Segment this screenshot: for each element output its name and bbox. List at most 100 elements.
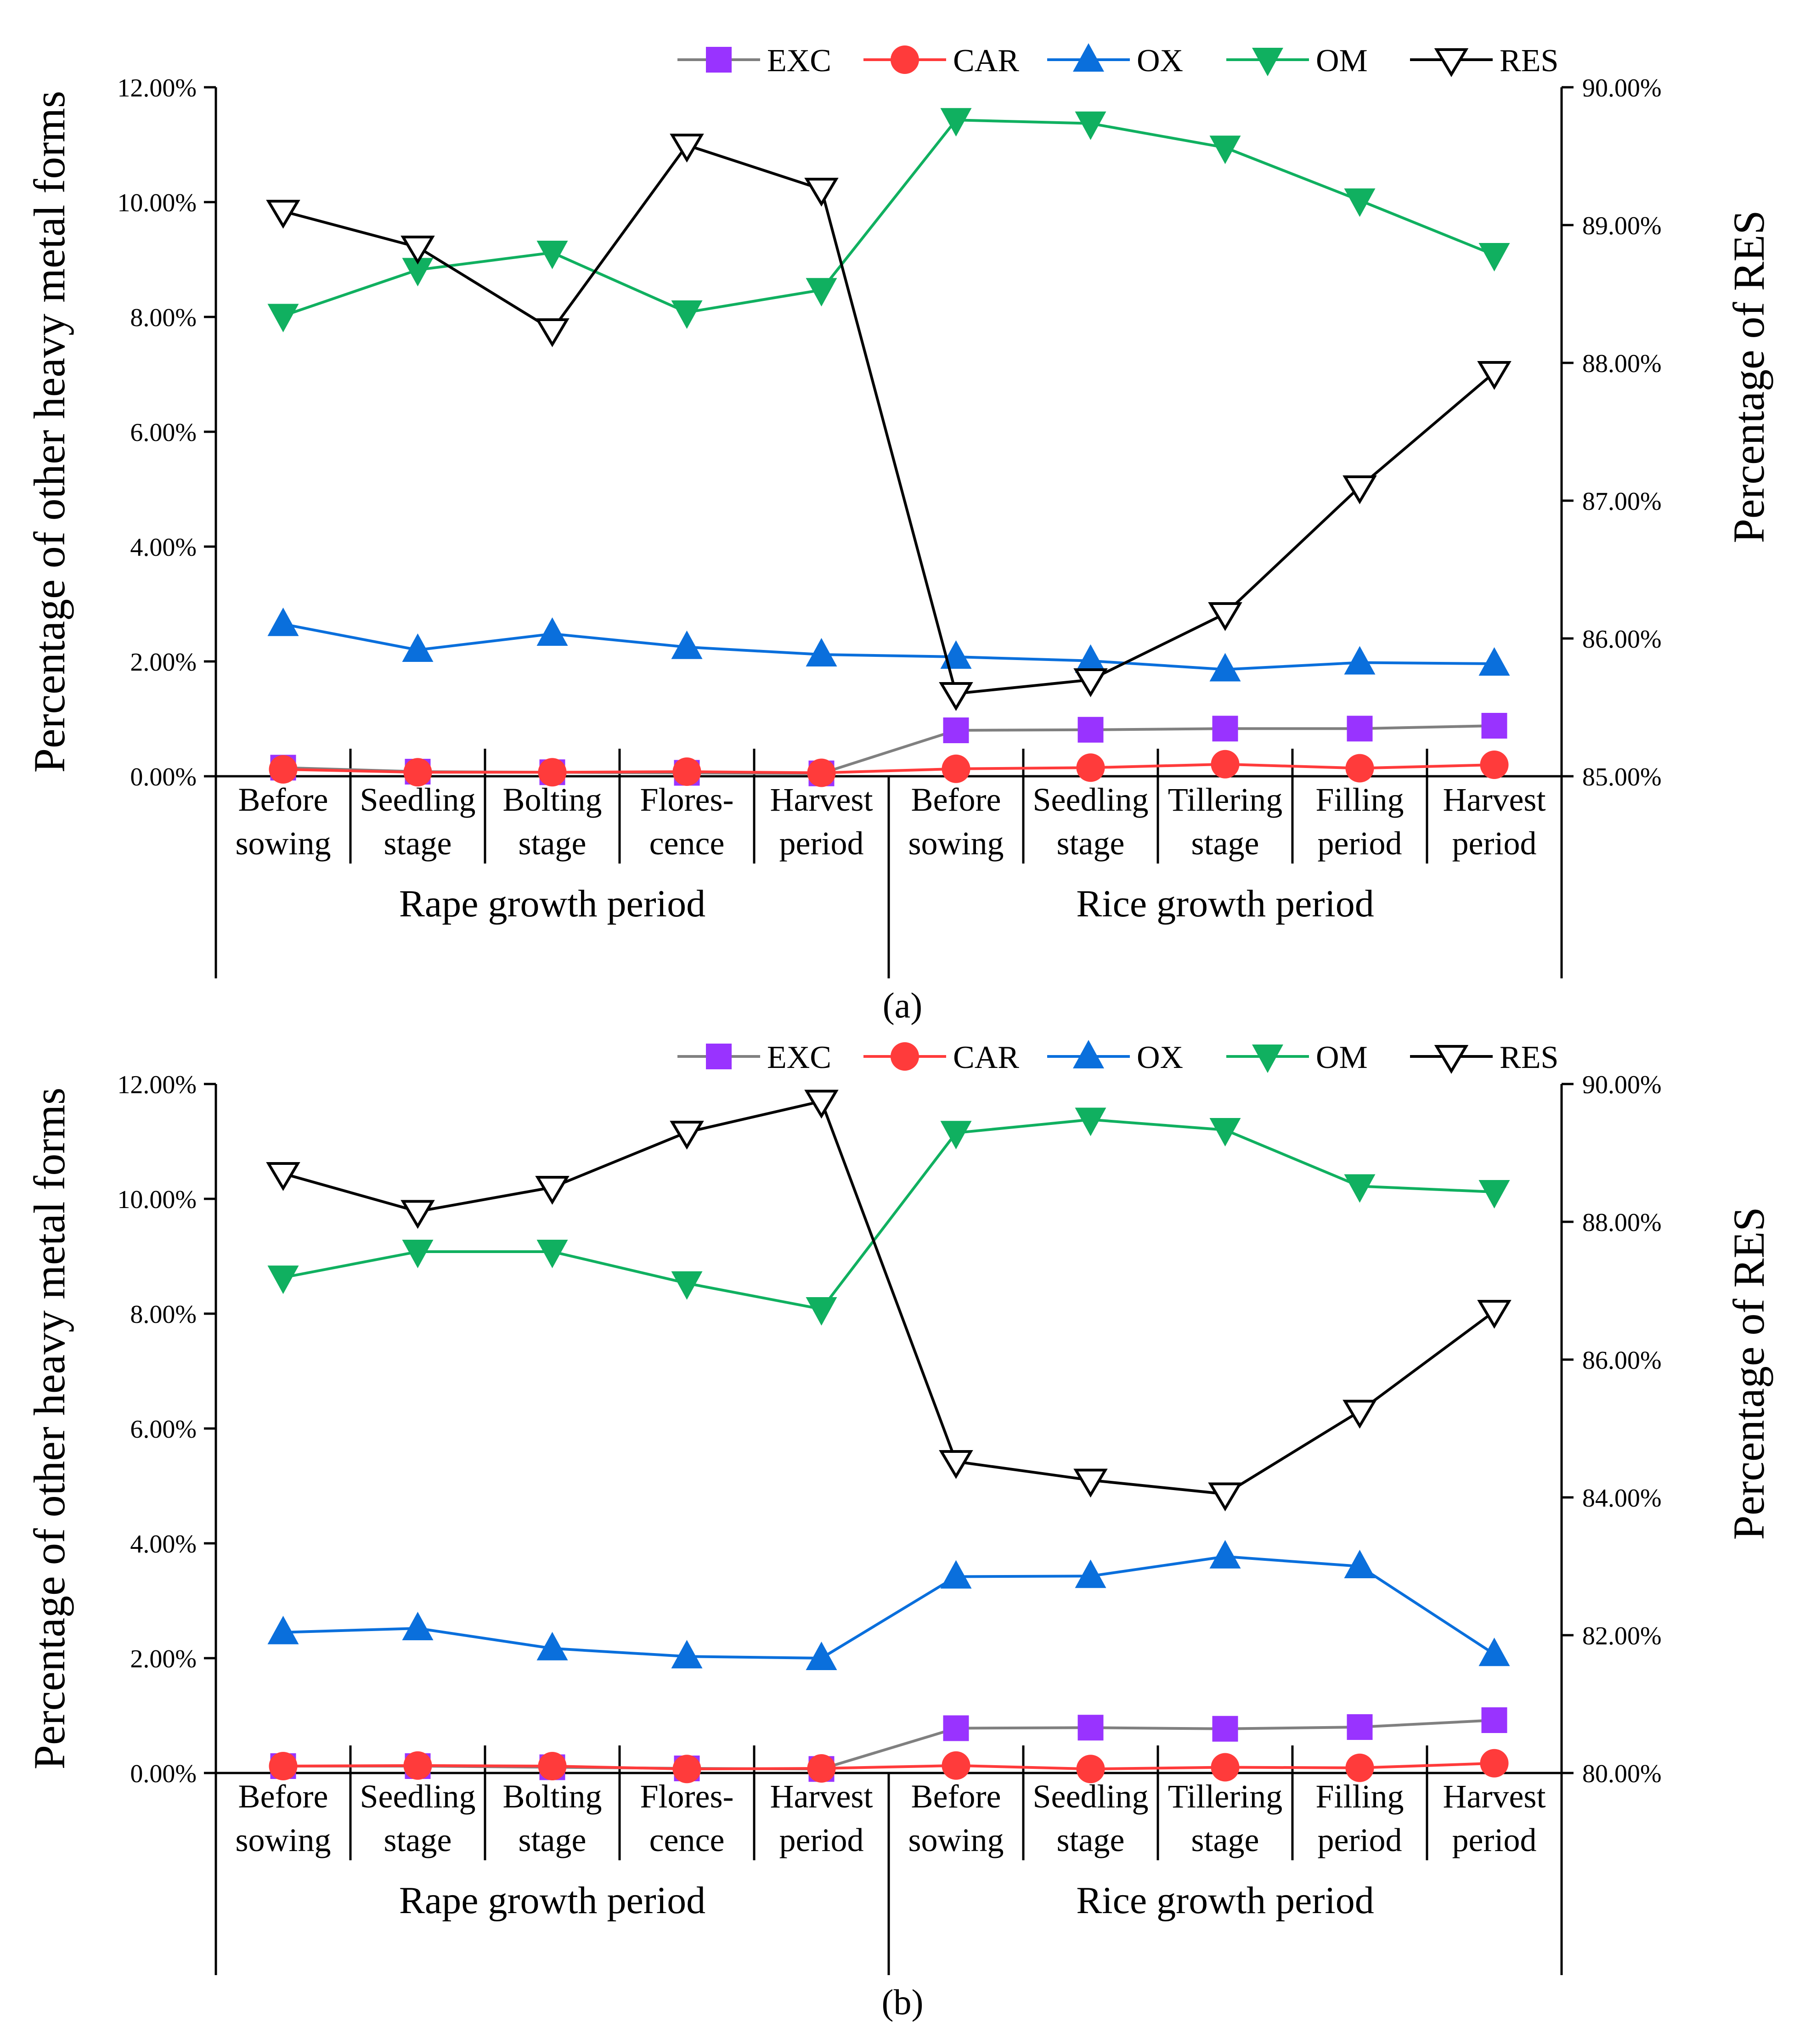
x-category-label: Bolting — [502, 1778, 602, 1815]
data-point — [1209, 1118, 1241, 1146]
series-line — [283, 1555, 1495, 1660]
data-point — [1075, 1559, 1106, 1588]
data-point — [1076, 1755, 1105, 1784]
data-point — [402, 633, 434, 662]
data-point — [266, 200, 300, 229]
legend-label: CAR — [953, 43, 1019, 79]
data-point — [1342, 1400, 1377, 1429]
x-category-label: period — [1452, 1822, 1537, 1858]
y-tick-label: 6.00% — [130, 418, 197, 447]
x-category-label: Harvest — [770, 1778, 873, 1815]
x-category-label: stage — [519, 1822, 587, 1858]
series-om — [267, 1107, 1510, 1326]
group-label: Rape growth period — [399, 1879, 705, 1922]
data-point — [671, 300, 703, 329]
legend-marker — [891, 45, 919, 74]
legend-label: OX — [1137, 43, 1183, 79]
data-point — [1208, 602, 1242, 631]
x-category-label: period — [1318, 825, 1402, 862]
data-point — [1075, 111, 1106, 140]
legend-item-exc: EXC — [677, 1040, 831, 1075]
data-point — [671, 1640, 703, 1669]
x-category-label: Filling — [1315, 1778, 1404, 1815]
x-category-label: cence — [649, 1822, 725, 1858]
legend-marker — [1252, 48, 1283, 76]
legend-item-ox: OX — [1047, 1040, 1183, 1075]
data-point — [538, 758, 567, 787]
series-line — [282, 622, 1495, 671]
x-category-label: sowing — [908, 1822, 1004, 1858]
series-ox — [267, 607, 1510, 682]
x-category-label: period — [779, 825, 864, 862]
y-tick-label: 10.00% — [117, 189, 197, 217]
legend-label: EXC — [767, 43, 831, 79]
data-point — [672, 757, 701, 786]
y2-tick-label: 89.00% — [1582, 212, 1662, 240]
data-point — [403, 758, 432, 787]
chart-panel-a: 0.00% 2.00% 4.00% 6.00% 8.00% 10.00% 12.00% 85.… — [25, 43, 1773, 978]
data-point — [538, 1752, 567, 1780]
data-point — [1075, 1107, 1106, 1136]
y-tick-label: 2.00% — [130, 648, 197, 677]
legend-label: RES — [1500, 1040, 1558, 1075]
series-res — [266, 134, 1512, 711]
data-point — [1212, 1716, 1238, 1742]
data-point — [1477, 1300, 1512, 1329]
x-category-label: sowing — [235, 825, 331, 862]
y-tick-label: 4.00% — [130, 1530, 197, 1558]
data-point — [940, 108, 972, 137]
data-point — [266, 1162, 300, 1191]
legend-item-car: CAR — [863, 1040, 1019, 1075]
data-point — [1209, 136, 1241, 164]
data-point — [671, 630, 703, 659]
series-line — [282, 1118, 1495, 1311]
data-point — [807, 1754, 836, 1783]
series-car — [269, 1749, 1509, 1784]
data-point — [1077, 717, 1104, 743]
data-point — [943, 717, 969, 743]
data-point — [536, 241, 568, 269]
panel-label-b: (b) — [882, 1982, 924, 2022]
data-point — [943, 1715, 969, 1741]
group-label: Rice growth period — [1076, 882, 1374, 925]
legend-item-res: RES — [1410, 43, 1558, 79]
data-point — [1344, 188, 1376, 217]
chart-panel-b: 0.00% 2.00% 4.00% 6.00% 8.00% 10.00% 12.00% 80.… — [25, 1040, 1773, 1975]
y-tick-label: 12.00% — [117, 1071, 197, 1099]
y2-tick-label: 86.00% — [1582, 1346, 1662, 1375]
data-point — [1480, 1749, 1509, 1778]
y2-axis-title: Percentage of RES — [1724, 210, 1773, 543]
x-category-label: Before — [238, 1778, 328, 1815]
x-category-label: Harvest — [1443, 781, 1546, 818]
legend-label: CAR — [953, 1040, 1019, 1075]
group-label: Rice growth period — [1076, 1879, 1374, 1922]
legend-item-ox: OX — [1047, 43, 1183, 79]
data-point — [1478, 1180, 1510, 1208]
data-point — [1208, 1482, 1242, 1512]
series-line — [282, 1099, 1495, 1496]
y-tick-label: 0.00% — [130, 1760, 197, 1788]
x-category-label: Flores- — [640, 781, 734, 818]
y-tick-label: 6.00% — [130, 1415, 197, 1444]
data-point — [267, 304, 299, 333]
data-point — [1212, 716, 1238, 742]
x-category-label: Harvest — [770, 781, 873, 818]
x-category-label: Tillering — [1168, 1778, 1282, 1815]
y2-axis-title: Percentage of RES — [1724, 1207, 1773, 1540]
data-point — [1344, 1550, 1376, 1578]
y2-tick-label: 80.00% — [1582, 1760, 1662, 1788]
data-point — [804, 178, 839, 207]
y-axis-title: Percentage of other heavy metal forms — [25, 91, 74, 773]
data-point — [400, 1200, 435, 1229]
data-point — [267, 1265, 299, 1294]
y2-tick-label: 90.00% — [1582, 1071, 1662, 1099]
x-category-label: Bolting — [502, 781, 602, 818]
legend-marker — [1073, 43, 1104, 72]
panel-label-a: (a) — [883, 985, 923, 1025]
data-point — [940, 1121, 972, 1150]
series-line — [282, 143, 1495, 695]
data-point — [402, 258, 434, 287]
x-category-label: period — [1452, 825, 1537, 862]
y-tick-label: 0.00% — [130, 763, 197, 791]
